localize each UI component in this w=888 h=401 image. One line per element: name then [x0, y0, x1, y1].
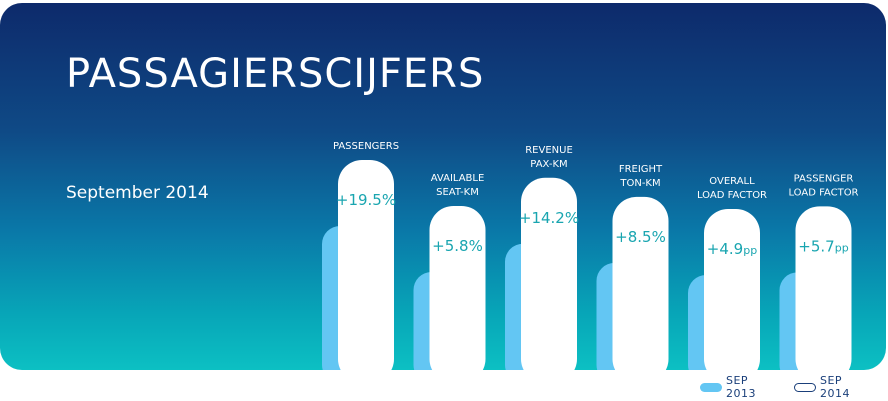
legend-item-sep2014: SEP 2014 [794, 374, 876, 400]
bar-group: +4.9pp OVERALL LOAD FACTOR [688, 176, 767, 370]
category-label: FREIGHT [619, 164, 663, 175]
category-label: LOAD FACTOR [697, 190, 767, 201]
category-label: PAX-KM [530, 159, 567, 170]
value-label: +4.9pp [707, 240, 757, 258]
bar-group: +5.7pp PASSENGER LOAD FACTOR [779, 173, 859, 370]
value-label: +19.5% [336, 191, 396, 209]
value-label-number: +8.5% [615, 228, 666, 246]
legend-label-sep2013: SEP 2013 [725, 374, 756, 400]
legend: SEP 2013 SEP 2014 [700, 374, 888, 400]
category-label: SEAT-KM [436, 187, 479, 198]
bar-chart: +19.5% PASSENGERS +5.8% AVAILABLE SEAT-KM +14… [322, 141, 859, 370]
category-label: AVAILABLE [431, 173, 485, 184]
value-label-number: +19.5% [336, 191, 396, 209]
value-label-unit: pp [743, 244, 757, 257]
bar-group: +8.5% FREIGHT TON-KM [596, 164, 669, 370]
value-label-number: +14.2% [519, 209, 579, 227]
category-label: OVERALL [709, 176, 755, 187]
value-label: +8.5% [615, 228, 666, 246]
chart-panel: PASSAGIERSCIJFERS September 2014 +19.5% P… [0, 3, 886, 370]
bar-group: +14.2% REVENUE PAX-KM [505, 145, 579, 370]
category-label: LOAD FACTOR [788, 187, 858, 198]
legend-item-sep2013: SEP 2013 [700, 374, 782, 400]
value-label-number: +5.7 [798, 237, 834, 255]
bar-sep2014 [338, 160, 394, 370]
category-label: REVENUE [525, 145, 573, 156]
legend-label-sep2014: SEP 2014 [819, 374, 850, 400]
value-label: +14.2% [519, 209, 579, 227]
value-label: +5.7pp [798, 237, 848, 255]
bar-sep2014 [521, 177, 577, 370]
bar-sep2014 [612, 196, 669, 370]
category-label: PASSENGERS [333, 141, 399, 152]
bar-sep2014 [429, 205, 486, 370]
category-label: PASSENGER [794, 173, 854, 184]
value-label: +5.8% [432, 237, 483, 255]
value-label-unit: pp [835, 241, 849, 254]
legend-swatch-sep2013 [700, 382, 722, 392]
bar-group: +19.5% PASSENGERS [322, 141, 399, 370]
bar-group: +5.8% AVAILABLE SEAT-KM [413, 173, 486, 370]
legend-swatch-sep2014 [794, 382, 816, 392]
bar-sep2014 [704, 209, 760, 370]
bar-sep2014 [795, 206, 852, 370]
category-label: TON-KM [619, 178, 660, 189]
value-label-number: +5.8% [432, 237, 483, 255]
page-title: PASSAGIERSCIJFERS [66, 51, 485, 97]
period-label: September 2014 [66, 183, 209, 203]
value-label-number: +4.9 [707, 240, 743, 258]
